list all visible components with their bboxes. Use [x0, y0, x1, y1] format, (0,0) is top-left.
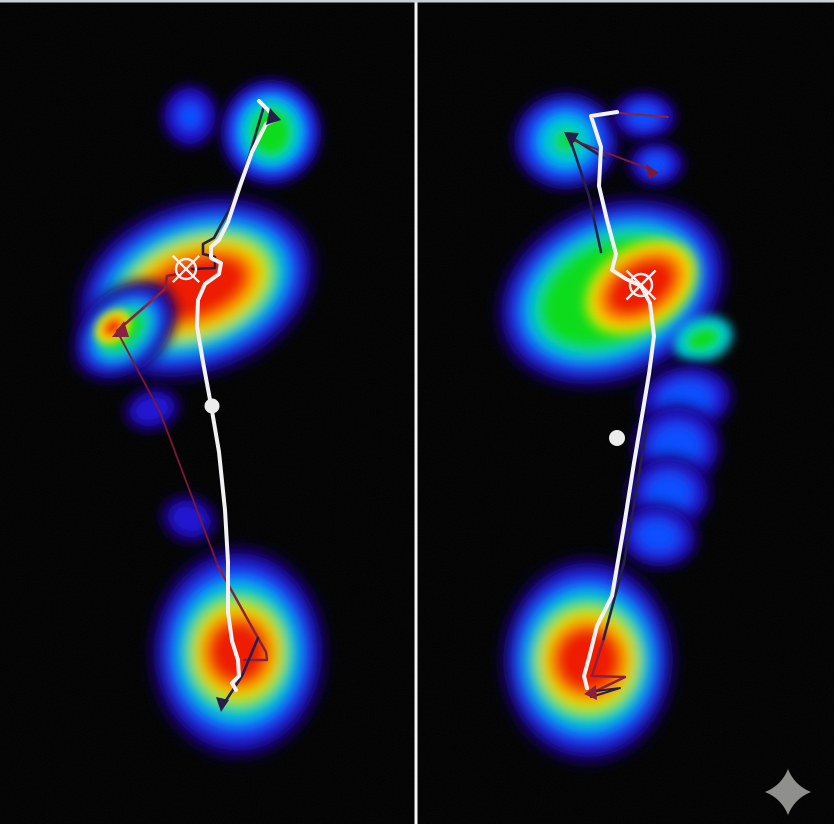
left-foot-toe-arrowhead-icon [266, 108, 281, 125]
right-foot-gait-line-toe-navy [567, 134, 606, 254]
left-foot-lateral-arrowhead-icon [112, 321, 129, 337]
left-foot-cop-trajectory [195, 99, 279, 692]
right-foot-toe-arrowhead-icon [564, 132, 579, 147]
panel-divider [414, 0, 418, 824]
right-foot-blob-toes-lobe-b [626, 140, 686, 188]
right-foot-gait-line-heel-navy [590, 687, 621, 698]
right-foot-blob-forefoot-green-spot [673, 315, 733, 363]
left-foot-gait-line-lateral-maroon [115, 271, 185, 333]
left-foot-blob-heel-main [150, 546, 326, 758]
right-foot-diagonal-arrowhead-icon [646, 164, 659, 179]
right-foot-peak-pressure-crosshair-icon [625, 269, 657, 301]
left-foot-heel-arrowhead-icon [216, 697, 229, 712]
right-foot-gait-line-heel-maroon [590, 639, 627, 693]
sparkle-icon [765, 769, 811, 815]
left-foot-panel [71, 77, 326, 758]
left-foot-peak-pressure-crosshair-icon [171, 254, 201, 284]
right-foot-blob-toes-main [512, 91, 620, 191]
right-foot-cop-trajectory [582, 110, 656, 690]
left-foot-blob-toe-2 [160, 83, 220, 149]
right-foot-gait-line-diagonal-maroon [569, 138, 653, 171]
right-foot-gait-line-top-maroon [618, 112, 669, 118]
right-foot-gait-line-mid-navy [601, 423, 649, 643]
right-foot-panel [496, 90, 734, 763]
right-foot-blob-midfoot-band-4 [617, 502, 699, 570]
right-foot-heel-arrowhead-icon [584, 685, 597, 700]
left-foot-gait-line-maroon-thin [116, 330, 219, 567]
left-foot-gait-line-heel-navy [221, 636, 260, 707]
left-foot-cop-mean-dot-icon [204, 398, 220, 414]
left-foot-blob-hallux [219, 77, 323, 187]
right-foot-cop-mean-dot-icon [609, 430, 625, 446]
top-border [0, 0, 834, 3]
left-foot-gait-line-heel-maroon [216, 564, 269, 662]
